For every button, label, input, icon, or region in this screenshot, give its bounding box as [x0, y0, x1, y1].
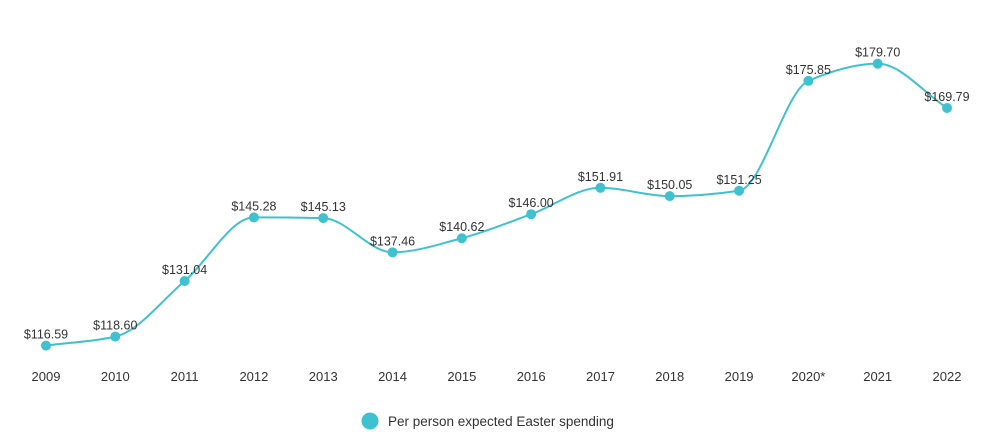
- x-tick-label: 2022: [933, 369, 962, 384]
- data-label: $140.62: [439, 220, 484, 234]
- data-label: $151.25: [716, 173, 761, 187]
- x-tick-label: 2009: [32, 369, 61, 384]
- data-label: $146.00: [509, 196, 554, 210]
- data-label: $131.04: [162, 263, 207, 277]
- x-tick-label: 2017: [586, 369, 615, 384]
- data-label: $118.60: [93, 319, 137, 333]
- legend-marker: [361, 412, 379, 430]
- x-axis-tick-labels: 2009 2010 2011 2012 2013 2014 2015 2016 2017 2018…: [32, 369, 962, 384]
- x-tick-label: 2012: [239, 369, 268, 384]
- data-label: $179.70: [855, 46, 900, 60]
- x-tick-label: 2016: [517, 369, 546, 384]
- data-point-2015[interactable]: [456, 233, 467, 244]
- x-tick-label: 2011: [171, 369, 199, 384]
- data-point-2020[interactable]: [803, 75, 814, 86]
- series-line-layer: [45, 62, 948, 347]
- data-label: $137.46: [370, 234, 415, 248]
- data-point-2016[interactable]: [526, 209, 537, 220]
- x-tick-label: 2015: [447, 369, 476, 384]
- data-label: $145.13: [301, 200, 346, 214]
- x-tick-label: 2018: [655, 369, 684, 384]
- data-point-2011[interactable]: [179, 276, 190, 287]
- data-label: $145.28: [231, 199, 276, 213]
- series-line: [45, 62, 948, 347]
- x-tick-label: 2019: [725, 369, 754, 384]
- data-point-2018[interactable]: [664, 191, 675, 202]
- x-tick-label: 2014: [378, 369, 407, 384]
- data-point-2010[interactable]: [110, 331, 121, 342]
- data-point-2021[interactable]: [872, 58, 883, 69]
- data-label: $151.91: [578, 170, 623, 184]
- data-label: $175.85: [786, 63, 831, 77]
- data-label: $169.79: [924, 90, 969, 104]
- data-label: $150.05: [647, 178, 692, 192]
- data-point-layer: [41, 58, 952, 351]
- data-point-2013[interactable]: [318, 213, 329, 224]
- x-tick-label: 2021: [863, 369, 892, 384]
- data-point-2009[interactable]: [41, 340, 51, 351]
- x-tick-label: 2020*: [791, 369, 825, 384]
- data-point-2012[interactable]: [248, 212, 259, 223]
- data-point-2022[interactable]: [942, 102, 952, 113]
- data-point-2014[interactable]: [387, 247, 398, 258]
- legend[interactable]: Per person expected Easter spending: [361, 412, 614, 430]
- data-label-layer: $116.59 $118.60 $131.04 $145.28 $145.13 $137.…: [24, 46, 970, 342]
- x-tick-label: 2013: [309, 369, 338, 384]
- data-label: $116.59: [24, 328, 68, 342]
- x-tick-label: 2010: [101, 369, 130, 384]
- data-point-2017[interactable]: [595, 182, 606, 193]
- legend-label: Per person expected Easter spending: [388, 414, 614, 429]
- data-point-2019[interactable]: [734, 185, 745, 196]
